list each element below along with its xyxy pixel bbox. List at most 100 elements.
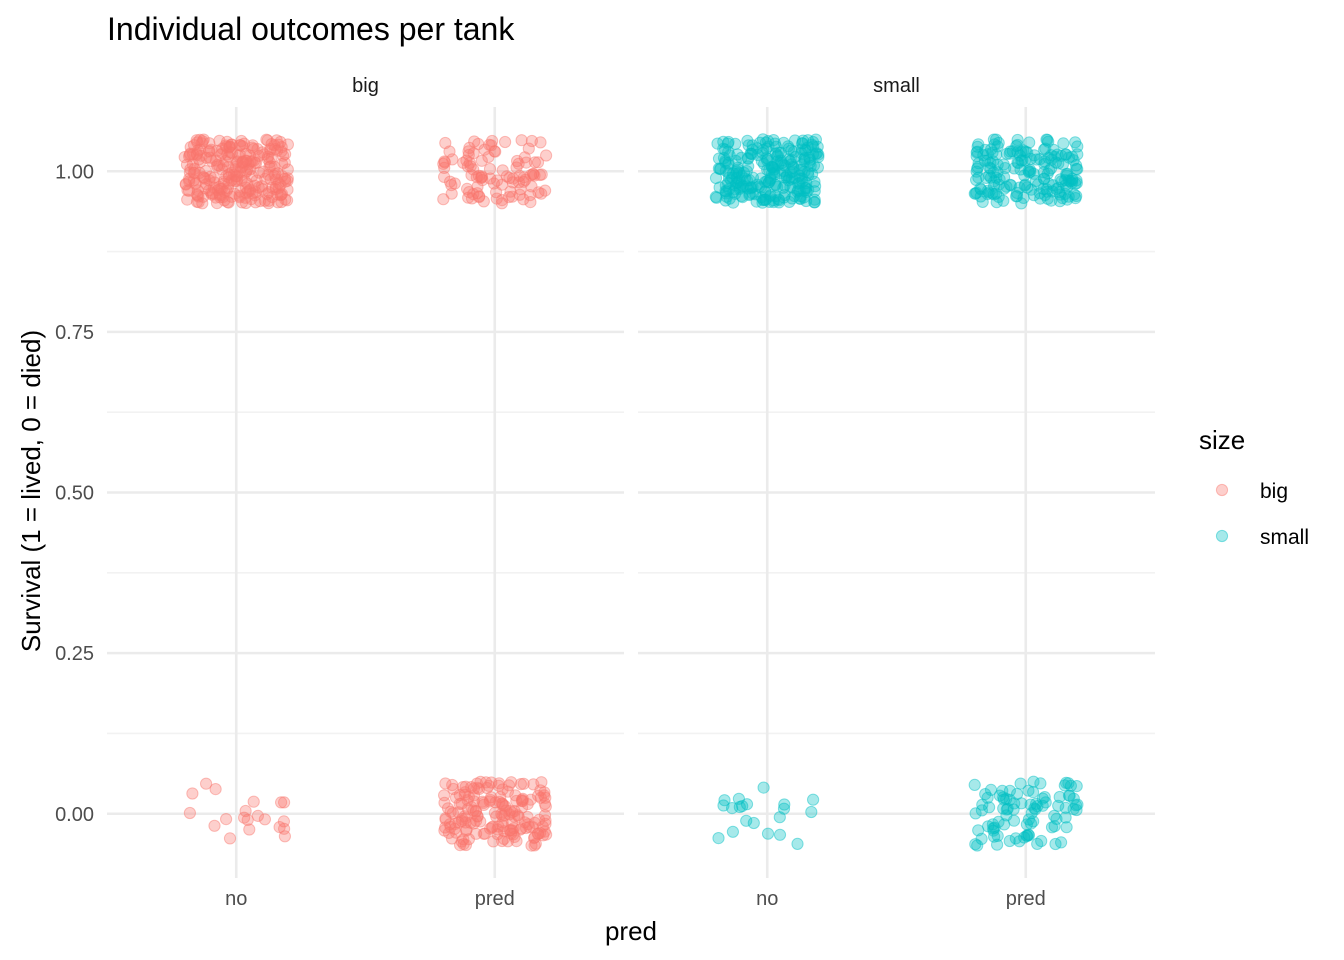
data-point: [1004, 145, 1017, 158]
data-point: [269, 183, 282, 196]
data-point: [240, 164, 253, 178]
data-point: [785, 153, 798, 166]
data-point: [183, 150, 196, 163]
data-point: [1070, 780, 1083, 793]
data-point: [722, 176, 735, 190]
data-point: [1022, 829, 1036, 842]
data-point: [528, 839, 541, 852]
data-point: [235, 134, 248, 148]
data-point: [764, 174, 777, 187]
data-point: [1038, 155, 1051, 168]
data-point: [221, 196, 234, 209]
data-point: [777, 181, 790, 194]
data-point: [763, 195, 776, 208]
data-point: [1037, 166, 1050, 179]
data-point: [508, 810, 521, 823]
data-point: [1038, 158, 1051, 171]
data-point: [510, 835, 523, 848]
data-point: [446, 778, 459, 792]
data-point: [225, 166, 238, 179]
data-point: [771, 149, 784, 162]
data-point: [221, 135, 234, 148]
data-point: [278, 796, 291, 809]
data-point: [218, 185, 231, 198]
data-point: [712, 832, 725, 845]
data-point: [796, 134, 810, 147]
data-point: [800, 176, 813, 190]
data-point: [511, 809, 525, 822]
data-point: [245, 155, 258, 168]
data-point: [1066, 172, 1079, 185]
data-point: [718, 794, 731, 807]
data-point: [807, 793, 820, 806]
data-point: [982, 820, 995, 833]
data-point: [519, 821, 533, 835]
data-point: [812, 150, 825, 164]
data-point: [808, 175, 821, 188]
data-point: [484, 793, 497, 807]
data-point: [211, 158, 224, 172]
data-point: [473, 190, 486, 204]
x-axis-title: pred: [605, 916, 657, 946]
data-point: [990, 187, 1003, 200]
data-point: [472, 169, 485, 182]
data-point: [244, 163, 257, 176]
data-point: [223, 832, 237, 845]
data-point: [203, 174, 216, 187]
data-point: [268, 139, 281, 152]
data-point: [467, 795, 481, 808]
data-point: [498, 825, 511, 838]
data-point: [216, 163, 229, 176]
data-point: [243, 184, 257, 198]
data-point: [719, 143, 732, 156]
data-point: [187, 174, 200, 187]
data-point: [186, 148, 200, 161]
data-point: [1018, 154, 1032, 167]
data-point: [241, 177, 254, 190]
data-point: [445, 187, 458, 200]
data-point: [782, 140, 795, 153]
data-point: [1062, 789, 1076, 802]
data-point: [190, 147, 203, 160]
data-point: [192, 153, 205, 166]
data-point: [182, 184, 196, 197]
data-point: [1034, 192, 1047, 205]
facet-panel-small: small no pred: [638, 75, 1155, 910]
data-point: [791, 185, 804, 198]
x-tick-label: no: [756, 888, 778, 910]
data-point: [459, 838, 472, 852]
data-point: [513, 188, 526, 201]
data-point: [438, 789, 451, 802]
data-point: [438, 155, 451, 168]
data-point: [801, 141, 815, 154]
data-point: [491, 174, 504, 187]
data-point: [780, 169, 793, 182]
data-point: [496, 797, 509, 810]
data-point: [1042, 135, 1055, 148]
data-point: [784, 166, 797, 179]
data-point: [190, 134, 203, 147]
data-point: [999, 162, 1012, 175]
data-point: [183, 148, 196, 161]
data-point: [1052, 181, 1065, 194]
data-point: [279, 175, 292, 188]
data-point: [1015, 797, 1028, 810]
data-point: [1035, 834, 1048, 848]
data-point: [743, 174, 756, 187]
y-tick-label: 0.25: [55, 643, 94, 665]
data-point: [278, 822, 291, 835]
data-point: [537, 829, 550, 842]
data-point: [998, 182, 1011, 195]
data-point: [462, 145, 475, 158]
data-point: [719, 154, 732, 168]
data-point: [782, 142, 796, 155]
data-point: [489, 145, 502, 158]
data-point: [463, 141, 476, 154]
data-point: [990, 196, 1003, 209]
data-point: [730, 171, 743, 184]
data-point: [969, 838, 982, 851]
data-point: [714, 163, 727, 176]
data-point: [186, 787, 199, 800]
data-point: [211, 144, 224, 157]
data-point: [986, 818, 1000, 831]
